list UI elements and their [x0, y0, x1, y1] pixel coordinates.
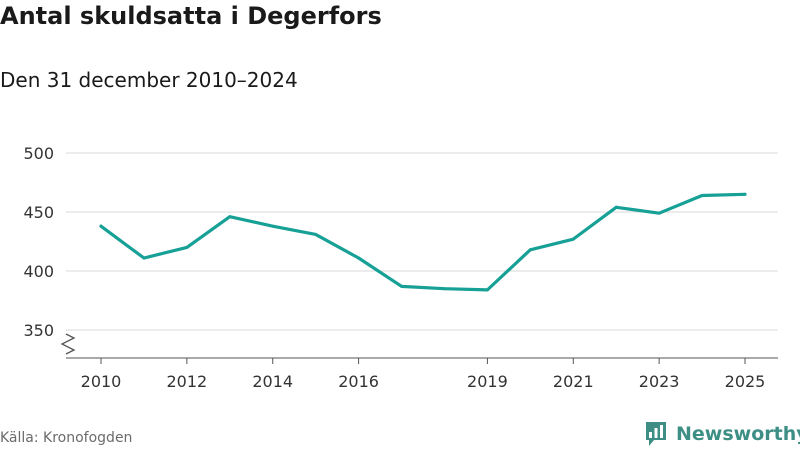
- x-tick-label: 2025: [725, 372, 766, 391]
- data-point: [357, 256, 361, 260]
- source-note: Källa: Kronofogden: [0, 430, 133, 446]
- y-tick-label: 400: [23, 262, 54, 281]
- x-tick-label: 2010: [81, 372, 122, 391]
- x-tick-label: 2019: [467, 372, 508, 391]
- x-tick-label: 2012: [167, 372, 208, 391]
- x-tick-label: 2021: [553, 372, 594, 391]
- chart-subtitle: Den 31 december 2010–2024: [0, 68, 298, 92]
- x-tick-label: 2023: [639, 372, 680, 391]
- data-point: [228, 215, 232, 219]
- series-line: [99, 192, 747, 292]
- data-point: [142, 256, 146, 260]
- axis-break-icon: [60, 333, 76, 355]
- y-tick-label: 350: [23, 321, 54, 340]
- data-point: [442, 287, 446, 291]
- data-point: [571, 237, 575, 241]
- line-chart: 350 400 450 500 2010 2012 2014 2016 2019 2021 2023…: [23, 144, 778, 391]
- chart-title: Antal skuldsatta i Degerfors: [0, 2, 382, 30]
- data-point: [485, 288, 489, 292]
- data-point: [99, 224, 103, 228]
- x-tick-label: 2016: [338, 372, 379, 391]
- data-point: [614, 205, 618, 209]
- data-point: [314, 232, 318, 236]
- brand-logo: Newsworthy: [645, 421, 800, 447]
- data-point: [700, 193, 704, 197]
- data-point: [185, 245, 189, 249]
- data-point: [657, 211, 661, 215]
- x-tick-label: 2014: [252, 372, 293, 391]
- data-point: [271, 224, 275, 228]
- y-tick-label: 500: [23, 144, 54, 163]
- brand-name: Newsworthy: [676, 423, 800, 445]
- bar-chart-icon: [646, 422, 666, 446]
- data-point: [528, 248, 532, 252]
- y-tick-label: 450: [23, 203, 54, 222]
- data-point: [743, 192, 747, 196]
- data-point: [400, 284, 404, 288]
